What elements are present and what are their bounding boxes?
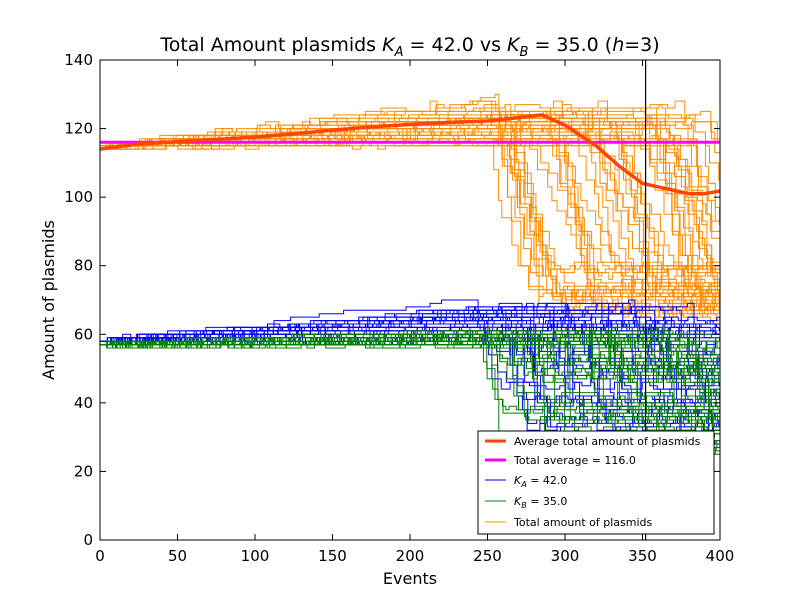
legend-total-label: Total amount of plasmids xyxy=(513,516,652,529)
legend-kb-label: KB = 35.0 xyxy=(514,495,567,510)
kb-line xyxy=(100,333,720,421)
total-plasmid-line xyxy=(100,110,720,311)
y-tick-label: 120 xyxy=(64,120,93,138)
x-tick-label: 50 xyxy=(168,547,187,565)
x-axis-label: Events xyxy=(383,569,437,588)
x-tick-label: 400 xyxy=(706,547,735,565)
legend-total-average-label: Total average = 116.0 xyxy=(513,454,636,467)
y-axis: 0 20 40 60 80 100 120 140 xyxy=(64,51,720,549)
ka-line xyxy=(100,330,720,411)
y-tick-label: 80 xyxy=(74,257,93,275)
kb-line xyxy=(100,340,720,349)
x-tick-label: 250 xyxy=(473,547,502,565)
y-tick-label: 40 xyxy=(74,394,93,412)
x-tick-label: 350 xyxy=(628,547,657,565)
legend: Average total amount of plasmids Total a… xyxy=(477,430,715,535)
total-plasmid-line xyxy=(100,107,720,277)
y-tick-label: 100 xyxy=(64,188,93,206)
chart-title: Total Amount plasmids KA = 42.0 vs KB = … xyxy=(159,34,659,60)
y-tick-label: 0 xyxy=(83,531,93,549)
legend-average-label: Average total amount of plasmids xyxy=(514,435,701,448)
x-tick-label: 300 xyxy=(551,547,580,565)
y-tick-label: 20 xyxy=(74,462,93,480)
kb-line xyxy=(100,340,720,424)
average-lines xyxy=(100,113,720,196)
x-tick-label: 0 xyxy=(95,547,105,565)
y-axis-label: Amount of plasmids xyxy=(39,220,58,380)
legend-ka-label: KA = 42.0 xyxy=(514,474,567,489)
x-tick-label: 100 xyxy=(241,547,270,565)
ka-line xyxy=(100,299,720,342)
average-total-curve xyxy=(100,113,720,196)
y-tick-label: 60 xyxy=(74,325,93,343)
legend-box xyxy=(477,430,715,535)
x-axis: 0 50 100 150 200 250 300 350 400 xyxy=(95,60,734,565)
y-tick-label: 140 xyxy=(64,51,93,69)
x-tick-label: 200 xyxy=(396,547,425,565)
x-tick-label: 150 xyxy=(318,547,347,565)
